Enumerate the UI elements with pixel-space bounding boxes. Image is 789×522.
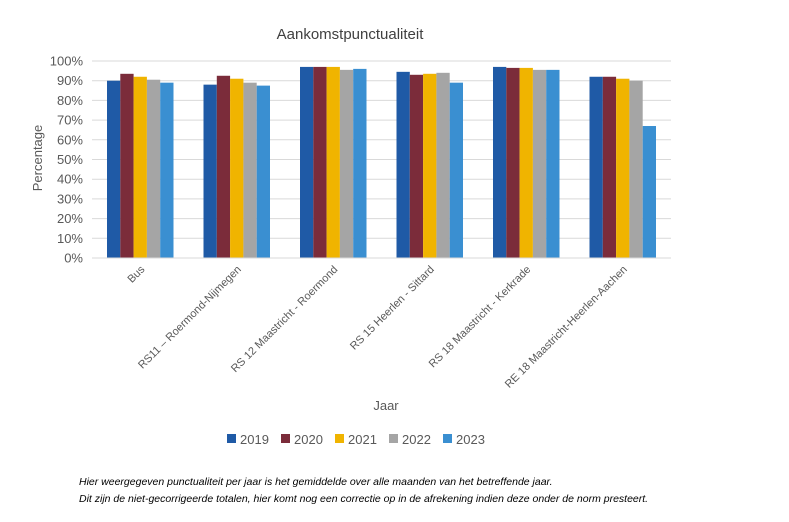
y-tick-label: 0% xyxy=(64,251,83,266)
bar-2023-0 xyxy=(160,82,174,258)
bar-2023-1 xyxy=(256,85,270,258)
bar-2023-2 xyxy=(353,68,367,258)
legend-swatch-2022 xyxy=(389,434,398,443)
bar-2020-1 xyxy=(216,75,231,259)
y-axis-title: Percentage xyxy=(30,125,45,192)
legend: 2019 2020 2021 2022 2023 xyxy=(227,432,485,447)
bar-2022-0 xyxy=(146,79,161,258)
bar-2019-4 xyxy=(493,66,507,258)
bar-2021-4 xyxy=(519,67,533,259)
footnote-average-note: Hier weergegeven punctualiteit per jaar … xyxy=(79,476,553,488)
y-tick-label: 90% xyxy=(57,73,83,88)
bar-2022-1 xyxy=(243,82,257,258)
footnote-correction-note: Dit zijn de niet-gecorrigeerde totalen, … xyxy=(79,493,649,505)
legend-swatch-2020 xyxy=(281,434,290,443)
legend-label-2019: 2019 xyxy=(240,432,269,447)
x-category-label: RS 15 Heerlen - Sittard xyxy=(348,264,437,353)
bar-2019-3 xyxy=(396,71,410,259)
bar-2019-1 xyxy=(203,84,217,258)
legend-label-2020: 2020 xyxy=(294,432,323,447)
bar-2019-0 xyxy=(107,80,121,258)
bar-2022-4 xyxy=(532,69,547,259)
bar-2021-3 xyxy=(423,73,437,259)
bar-2019-2 xyxy=(300,66,314,258)
bar-2022-3 xyxy=(436,72,450,258)
x-category-label: RS 18 Maastricht - Kerkrade xyxy=(427,264,534,371)
bar-2022-2 xyxy=(339,69,354,259)
bar-2020-3 xyxy=(409,74,424,258)
y-tick-label: 50% xyxy=(57,152,83,167)
y-tick-label: 100% xyxy=(50,54,84,69)
bar-2023-3 xyxy=(449,82,463,258)
chart: Aankomstpunctualiteit 0% 10% 20% 30% 40% 50% 6… xyxy=(30,26,671,447)
bar-2022-5 xyxy=(629,80,643,258)
gridlines xyxy=(92,60,671,239)
y-tick-label: 80% xyxy=(57,93,83,108)
legend-label-2023: 2023 xyxy=(456,432,485,447)
x-axis-title: Jaar xyxy=(373,398,399,413)
legend-label-2022: 2022 xyxy=(402,432,431,447)
y-tick-label: 70% xyxy=(57,113,83,128)
bar-2020-0 xyxy=(120,73,134,259)
legend-swatch-2019 xyxy=(227,434,236,443)
x-category-label: Bus xyxy=(125,263,147,285)
bar-2020-2 xyxy=(313,66,327,258)
y-axis-tick-labels: 0% 10% 20% 30% 40% 50% 60% 70% 80% 90% 100% xyxy=(50,54,84,266)
y-tick-label: 10% xyxy=(57,231,83,246)
chart-title: Aankomstpunctualiteit xyxy=(277,26,425,43)
x-category-label: RS11 – Roermond-Nijmegen xyxy=(136,264,244,372)
legend-swatch-2021 xyxy=(335,434,344,443)
bars xyxy=(107,66,656,259)
x-category-label: RS 12 Maastricht - Roermond xyxy=(229,264,340,375)
y-tick-label: 60% xyxy=(57,132,83,147)
y-tick-label: 30% xyxy=(57,191,83,206)
y-tick-label: 20% xyxy=(57,211,83,226)
bar-2021-1 xyxy=(230,78,244,258)
bar-2021-5 xyxy=(616,78,630,258)
legend-swatch-2023 xyxy=(443,434,452,443)
y-tick-label: 40% xyxy=(57,172,83,187)
bar-2019-5 xyxy=(589,76,603,258)
legend-label-2021: 2021 xyxy=(348,432,377,447)
bar-2020-4 xyxy=(506,67,520,259)
bar-2020-5 xyxy=(602,76,617,258)
bar-2021-0 xyxy=(133,76,147,258)
bar-2023-5 xyxy=(642,126,656,258)
bar-2021-2 xyxy=(326,66,340,258)
bar-2023-4 xyxy=(546,69,560,259)
